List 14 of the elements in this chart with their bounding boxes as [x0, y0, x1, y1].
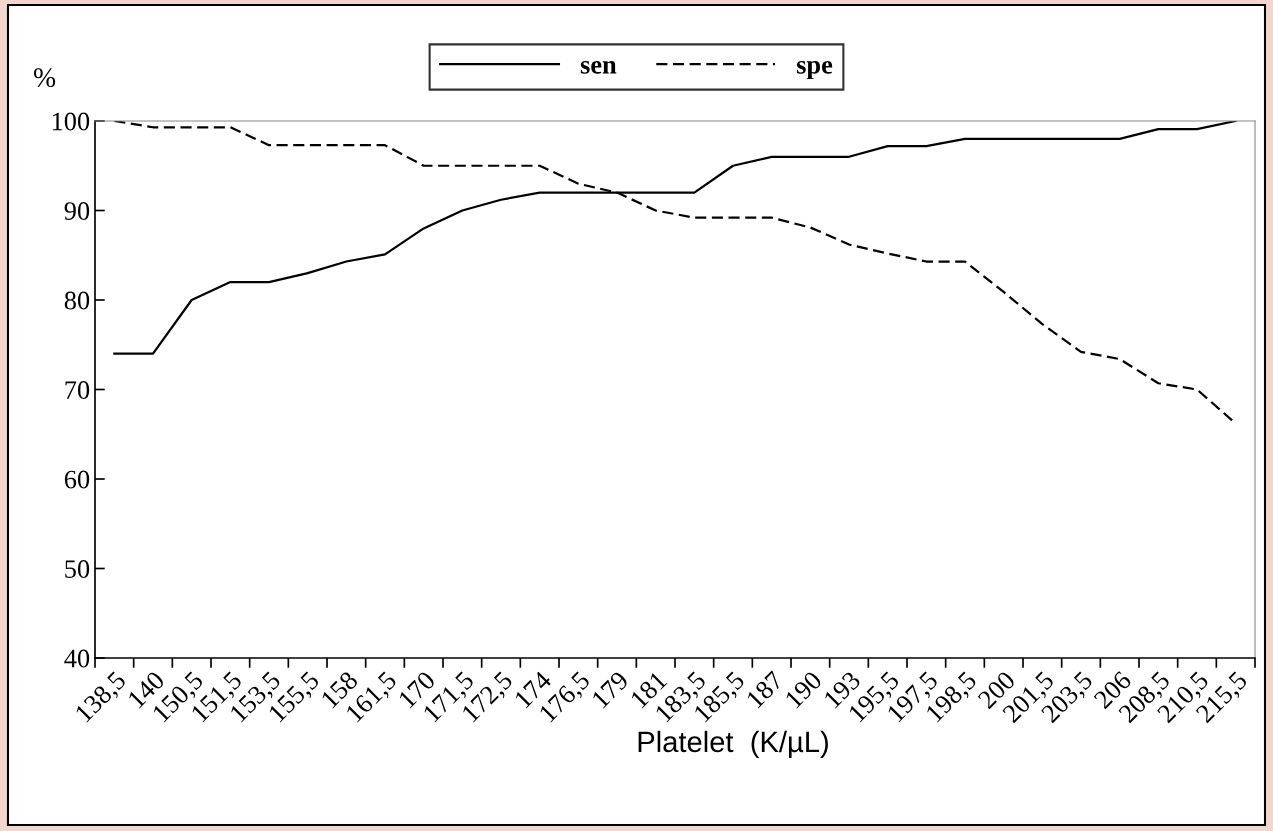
x-axis-title: Platelet (K/µL)	[638, 730, 828, 758]
legend-label: spe	[796, 60, 833, 80]
y-tick-label: 60	[64, 470, 90, 489]
y-tick-label: 70	[65, 381, 90, 399]
y-tick-label: 90	[64, 202, 90, 220]
legend-label: sen	[580, 60, 617, 74]
y-tick-label: 40	[64, 649, 90, 668]
y-tick-label: 50	[65, 560, 90, 578]
y-tick-label: 100	[52, 112, 90, 131]
x-tick-label: 190	[784, 670, 823, 709]
y-tick-label: 80	[64, 291, 90, 310]
x-tick-label: 179	[591, 670, 630, 709]
y-axis-title: %	[33, 68, 56, 88]
x-tick-label: 187	[745, 670, 785, 709]
